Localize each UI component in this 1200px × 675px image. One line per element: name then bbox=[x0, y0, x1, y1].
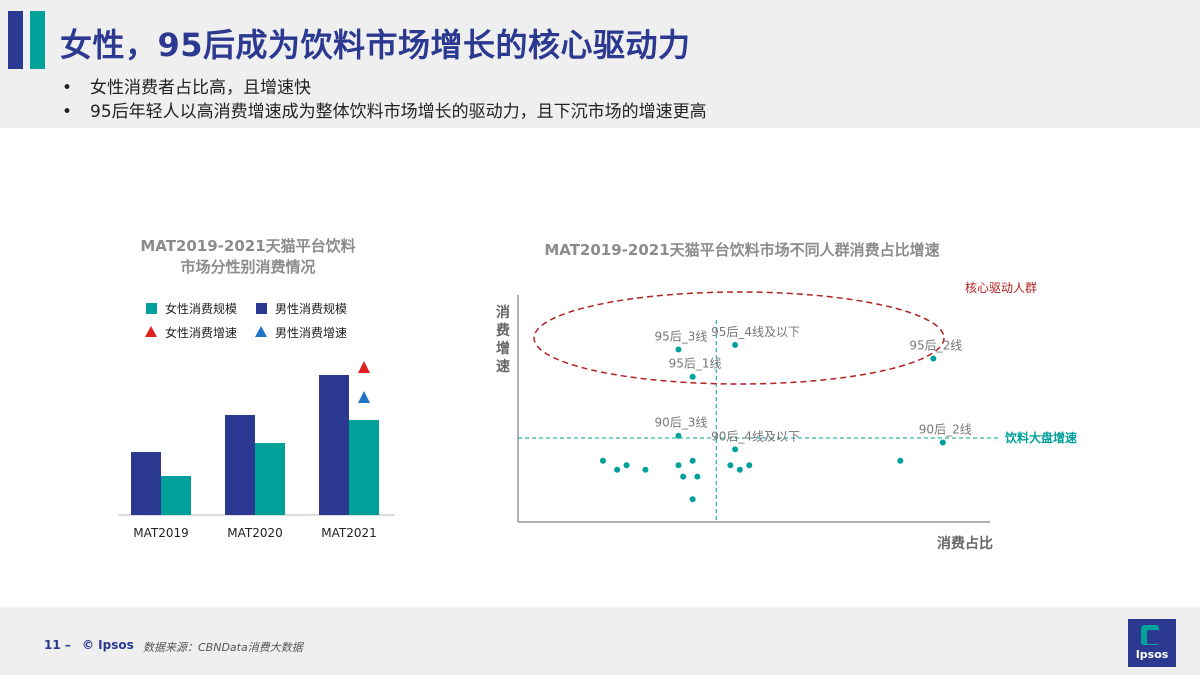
scatter-point-labeled bbox=[939, 439, 946, 446]
gender-bar-chart: MAT2019-2021天猫平台饮料 市场分性别消费情况 女性消费规模 男性消费… bbox=[118, 237, 395, 540]
scatter-point bbox=[897, 457, 904, 464]
bullet-item: 女性消费者占比高，且增速快 bbox=[62, 76, 707, 100]
bar-chart-title: MAT2019-2021天猫平台饮料 bbox=[140, 237, 355, 255]
scatter-point bbox=[727, 462, 734, 469]
legend-marker-male-growth bbox=[255, 326, 267, 337]
core-driver-label: 核心驱动人群 bbox=[965, 281, 1037, 295]
x-axis-label: 消费占比 bbox=[937, 535, 993, 552]
scatter-point-labeled bbox=[732, 446, 739, 453]
legend-marker-female-growth bbox=[145, 326, 157, 337]
core-driver-ellipse bbox=[533, 291, 945, 385]
scatter-point bbox=[599, 457, 606, 464]
y-axis-label: 消 费 增 速 bbox=[496, 304, 515, 375]
market-growth-label: 饮料大盘增速 bbox=[1004, 430, 1077, 445]
bar-female bbox=[255, 443, 285, 515]
male-growth-marker bbox=[358, 391, 370, 403]
legend-label: 男性消费规模 bbox=[275, 301, 347, 316]
point-label: 90后_4线及以下 bbox=[711, 429, 800, 443]
point-label: 90后_3线 bbox=[654, 416, 707, 430]
point-label: 90后_2线 bbox=[919, 423, 972, 437]
scatter-point bbox=[642, 466, 649, 473]
scatter-point-labeled bbox=[675, 346, 682, 353]
logo-text: Ipsos bbox=[1135, 648, 1169, 661]
x-tick-label: MAT2021 bbox=[321, 526, 377, 540]
data-source: 数据来源：CBNData消费大数据 bbox=[143, 641, 303, 654]
scatter-point-labeled bbox=[689, 373, 696, 380]
bar-female bbox=[161, 476, 191, 515]
page-title: 女性，95后成为饮料市场增长的核心驱动力 bbox=[60, 26, 691, 64]
scatter-point bbox=[614, 466, 621, 473]
scatter-point-labeled bbox=[675, 432, 682, 439]
accent-bar-navy bbox=[8, 11, 23, 69]
legend-label: 女性消费规模 bbox=[165, 301, 237, 316]
point-label: 95后_3线 bbox=[654, 329, 707, 343]
bar-female bbox=[349, 420, 379, 515]
x-tick-label: MAT2020 bbox=[227, 526, 283, 540]
scatter-point-labeled bbox=[732, 341, 739, 348]
copyright: © Ipsos bbox=[82, 638, 134, 652]
bullet-list: 女性消费者占比高，且增速快 95后年轻人以高消费增速成为整体饮料市场增长的驱动力… bbox=[62, 76, 707, 124]
point-label: 95后_4线及以下 bbox=[711, 325, 800, 339]
page-number: 11 – bbox=[44, 638, 71, 652]
scatter-point bbox=[680, 473, 687, 480]
scatter-point-labeled bbox=[930, 355, 937, 362]
segment-scatter-chart: MAT2019-2021天猫平台饮料市场不同人群消费占比增速 消 费 增 速 消… bbox=[496, 241, 1077, 552]
legend-swatch-male bbox=[256, 303, 267, 314]
ipsos-logo: Ipsos bbox=[1128, 619, 1176, 667]
bar-male bbox=[319, 375, 349, 515]
legend-label: 女性消费增速 bbox=[165, 325, 237, 340]
scatter-point bbox=[689, 496, 696, 503]
female-growth-marker bbox=[358, 361, 370, 373]
bar-chart-title: 市场分性别消费情况 bbox=[180, 258, 315, 276]
scatter-point bbox=[689, 457, 696, 464]
x-tick-label: MAT2019 bbox=[133, 526, 189, 540]
logo-mark bbox=[1147, 630, 1159, 644]
scatter-point bbox=[746, 462, 753, 469]
point-label: 95后_1线 bbox=[669, 357, 722, 371]
point-label: 95后_2线 bbox=[909, 339, 962, 353]
scatter-point bbox=[736, 466, 743, 473]
scatter-point bbox=[623, 462, 630, 469]
bar-male bbox=[225, 415, 255, 515]
legend-label: 男性消费增速 bbox=[275, 326, 347, 340]
bar-male bbox=[131, 452, 161, 515]
accent-bar-teal bbox=[30, 11, 45, 69]
bullet-item: 95后年轻人以高消费增速成为整体饮料市场增长的驱动力，且下沉市场的增速更高 bbox=[62, 100, 707, 124]
legend-swatch-female bbox=[146, 303, 157, 314]
footer-band bbox=[0, 607, 1200, 675]
scatter-point bbox=[675, 462, 682, 469]
scatter-point bbox=[694, 473, 701, 480]
scatter-title: MAT2019-2021天猫平台饮料市场不同人群消费占比增速 bbox=[544, 241, 939, 259]
